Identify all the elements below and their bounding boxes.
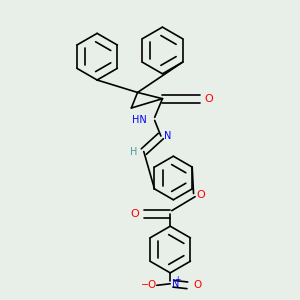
Text: O: O — [147, 280, 156, 290]
Text: O: O — [130, 209, 139, 219]
Text: N: N — [172, 279, 179, 289]
Text: N: N — [164, 131, 171, 141]
Text: O: O — [204, 94, 213, 104]
Text: O: O — [193, 280, 201, 290]
Text: +: + — [174, 274, 180, 284]
Text: H: H — [130, 147, 138, 157]
Text: HN: HN — [132, 116, 147, 125]
Text: −: − — [141, 280, 149, 290]
Text: O: O — [197, 190, 206, 200]
